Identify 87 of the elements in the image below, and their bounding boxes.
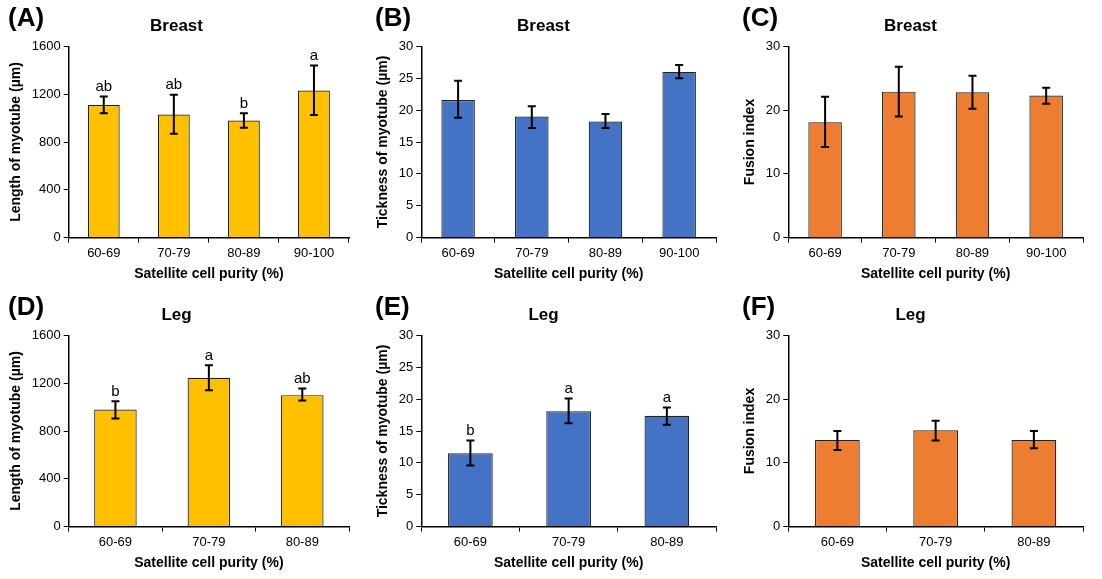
y-tick-label: 0 xyxy=(773,229,781,245)
text: (E) xyxy=(375,291,410,321)
y-tick-label: 800 xyxy=(39,133,61,149)
y-tick-label: 5 xyxy=(406,486,414,502)
chart-title: Breast xyxy=(517,15,571,35)
x-tick-label: 70-79 xyxy=(192,533,226,549)
x-tick-label: 60-69 xyxy=(820,533,855,549)
x-tick-label: 90-100 xyxy=(293,244,335,260)
x-tick-label: 60-69 xyxy=(441,244,475,260)
x-tick-label: 60-69 xyxy=(87,244,121,260)
y-tick-label: 10 xyxy=(398,454,414,470)
text: (B) xyxy=(375,2,412,32)
y-tick-label: 1600 xyxy=(31,37,61,53)
annotation: a xyxy=(309,46,319,64)
x-tick-label: 80-89 xyxy=(650,533,684,549)
x-tick-label: 60-69 xyxy=(808,244,842,260)
chart-title: Leg xyxy=(895,304,926,324)
x-tick-label: 60-69 xyxy=(453,533,488,549)
x-axis-title: Satellite cell purity (%) xyxy=(493,265,644,282)
chart-title: Leg xyxy=(528,304,559,324)
annotation: a xyxy=(204,345,214,363)
x-tick-label: 70-79 xyxy=(552,533,586,549)
y-tick-label: 1600 xyxy=(31,326,61,342)
y-axis-title: Tickness of myotube (µm) xyxy=(374,55,391,229)
x-axis-title: Satellite cell purity (%) xyxy=(860,265,1011,282)
y-tick-label: 0 xyxy=(53,518,61,534)
y-tick-label: 10 xyxy=(765,454,781,470)
y-tick-label: 30 xyxy=(398,326,414,342)
annotation: a xyxy=(662,388,672,406)
x-axis-title: Satellite cell purity (%) xyxy=(134,554,284,571)
y-tick-label: 20 xyxy=(398,390,414,406)
text: (F) xyxy=(742,291,776,321)
y-tick-label: 0 xyxy=(406,518,414,534)
y-tick-label: 1200 xyxy=(31,374,61,390)
y-tick-label: 5 xyxy=(406,197,414,213)
y-tick-label: 25 xyxy=(398,69,414,85)
y-tick-label: 400 xyxy=(39,470,61,486)
text: (C) xyxy=(742,2,779,32)
y-axis-title: Fusion index xyxy=(741,98,758,186)
x-tick-label: 80-89 xyxy=(285,533,319,549)
y-tick-label: 25 xyxy=(398,358,414,374)
y-tick-label: 30 xyxy=(765,37,781,53)
y-tick-label: 15 xyxy=(398,422,414,438)
x-tick-label: 80-89 xyxy=(588,244,623,260)
x-axis-title: Satellite cell purity (%) xyxy=(860,554,1011,571)
y-tick-label: 20 xyxy=(765,390,781,406)
annotation: ab xyxy=(293,369,311,387)
y-tick-label: 20 xyxy=(765,101,781,117)
x-tick-label: 70-79 xyxy=(515,244,549,260)
y-tick-label: 800 xyxy=(39,422,61,438)
annotation: ab xyxy=(165,75,183,93)
text: (D) xyxy=(8,291,45,321)
x-tick-label: 70-79 xyxy=(882,244,916,260)
text: (A) xyxy=(8,2,45,32)
chart-title: Breast xyxy=(150,15,204,35)
x-tick-label: 80-89 xyxy=(1017,533,1051,549)
y-tick-label: 0 xyxy=(773,518,781,534)
x-tick-label: 70-79 xyxy=(919,533,953,549)
y-tick-label: 400 xyxy=(39,181,61,197)
x-tick-label: 60-69 xyxy=(98,533,133,549)
y-axis-title: Length of myotube (µm) xyxy=(7,62,24,222)
y-tick-label: 0 xyxy=(53,229,61,245)
annotation: b xyxy=(239,93,249,111)
y-tick-label: 1200 xyxy=(31,85,61,101)
y-tick-label: 10 xyxy=(398,165,414,181)
annotation: b xyxy=(466,421,475,439)
y-tick-label: 10 xyxy=(765,165,781,181)
x-tick-label: 80-89 xyxy=(227,244,261,260)
y-axis-title: Fusion index xyxy=(741,387,758,475)
x-axis-title: Satellite cell purity (%) xyxy=(493,554,644,571)
y-axis-title: Tickness of myotube (µm) xyxy=(374,344,391,518)
x-tick-label: 90-100 xyxy=(1025,244,1067,260)
y-axis-title: Length of myotube (µm) xyxy=(7,351,24,511)
y-tick-label: 0 xyxy=(406,229,414,245)
annotation: ab xyxy=(95,77,113,95)
y-tick-label: 30 xyxy=(398,37,414,53)
annotation: b xyxy=(111,381,120,399)
x-axis-title: Satellite cell purity (%) xyxy=(134,265,284,282)
chart-title: Leg xyxy=(161,304,192,324)
x-tick-label: 90-100 xyxy=(658,244,700,260)
x-tick-label: 80-89 xyxy=(955,244,990,260)
x-tick-label: 70-79 xyxy=(157,244,191,260)
chart-title: Breast xyxy=(884,15,938,35)
y-tick-label: 30 xyxy=(765,326,781,342)
annotation: a xyxy=(564,379,574,397)
y-tick-label: 15 xyxy=(398,133,414,149)
y-tick-label: 20 xyxy=(398,101,414,117)
